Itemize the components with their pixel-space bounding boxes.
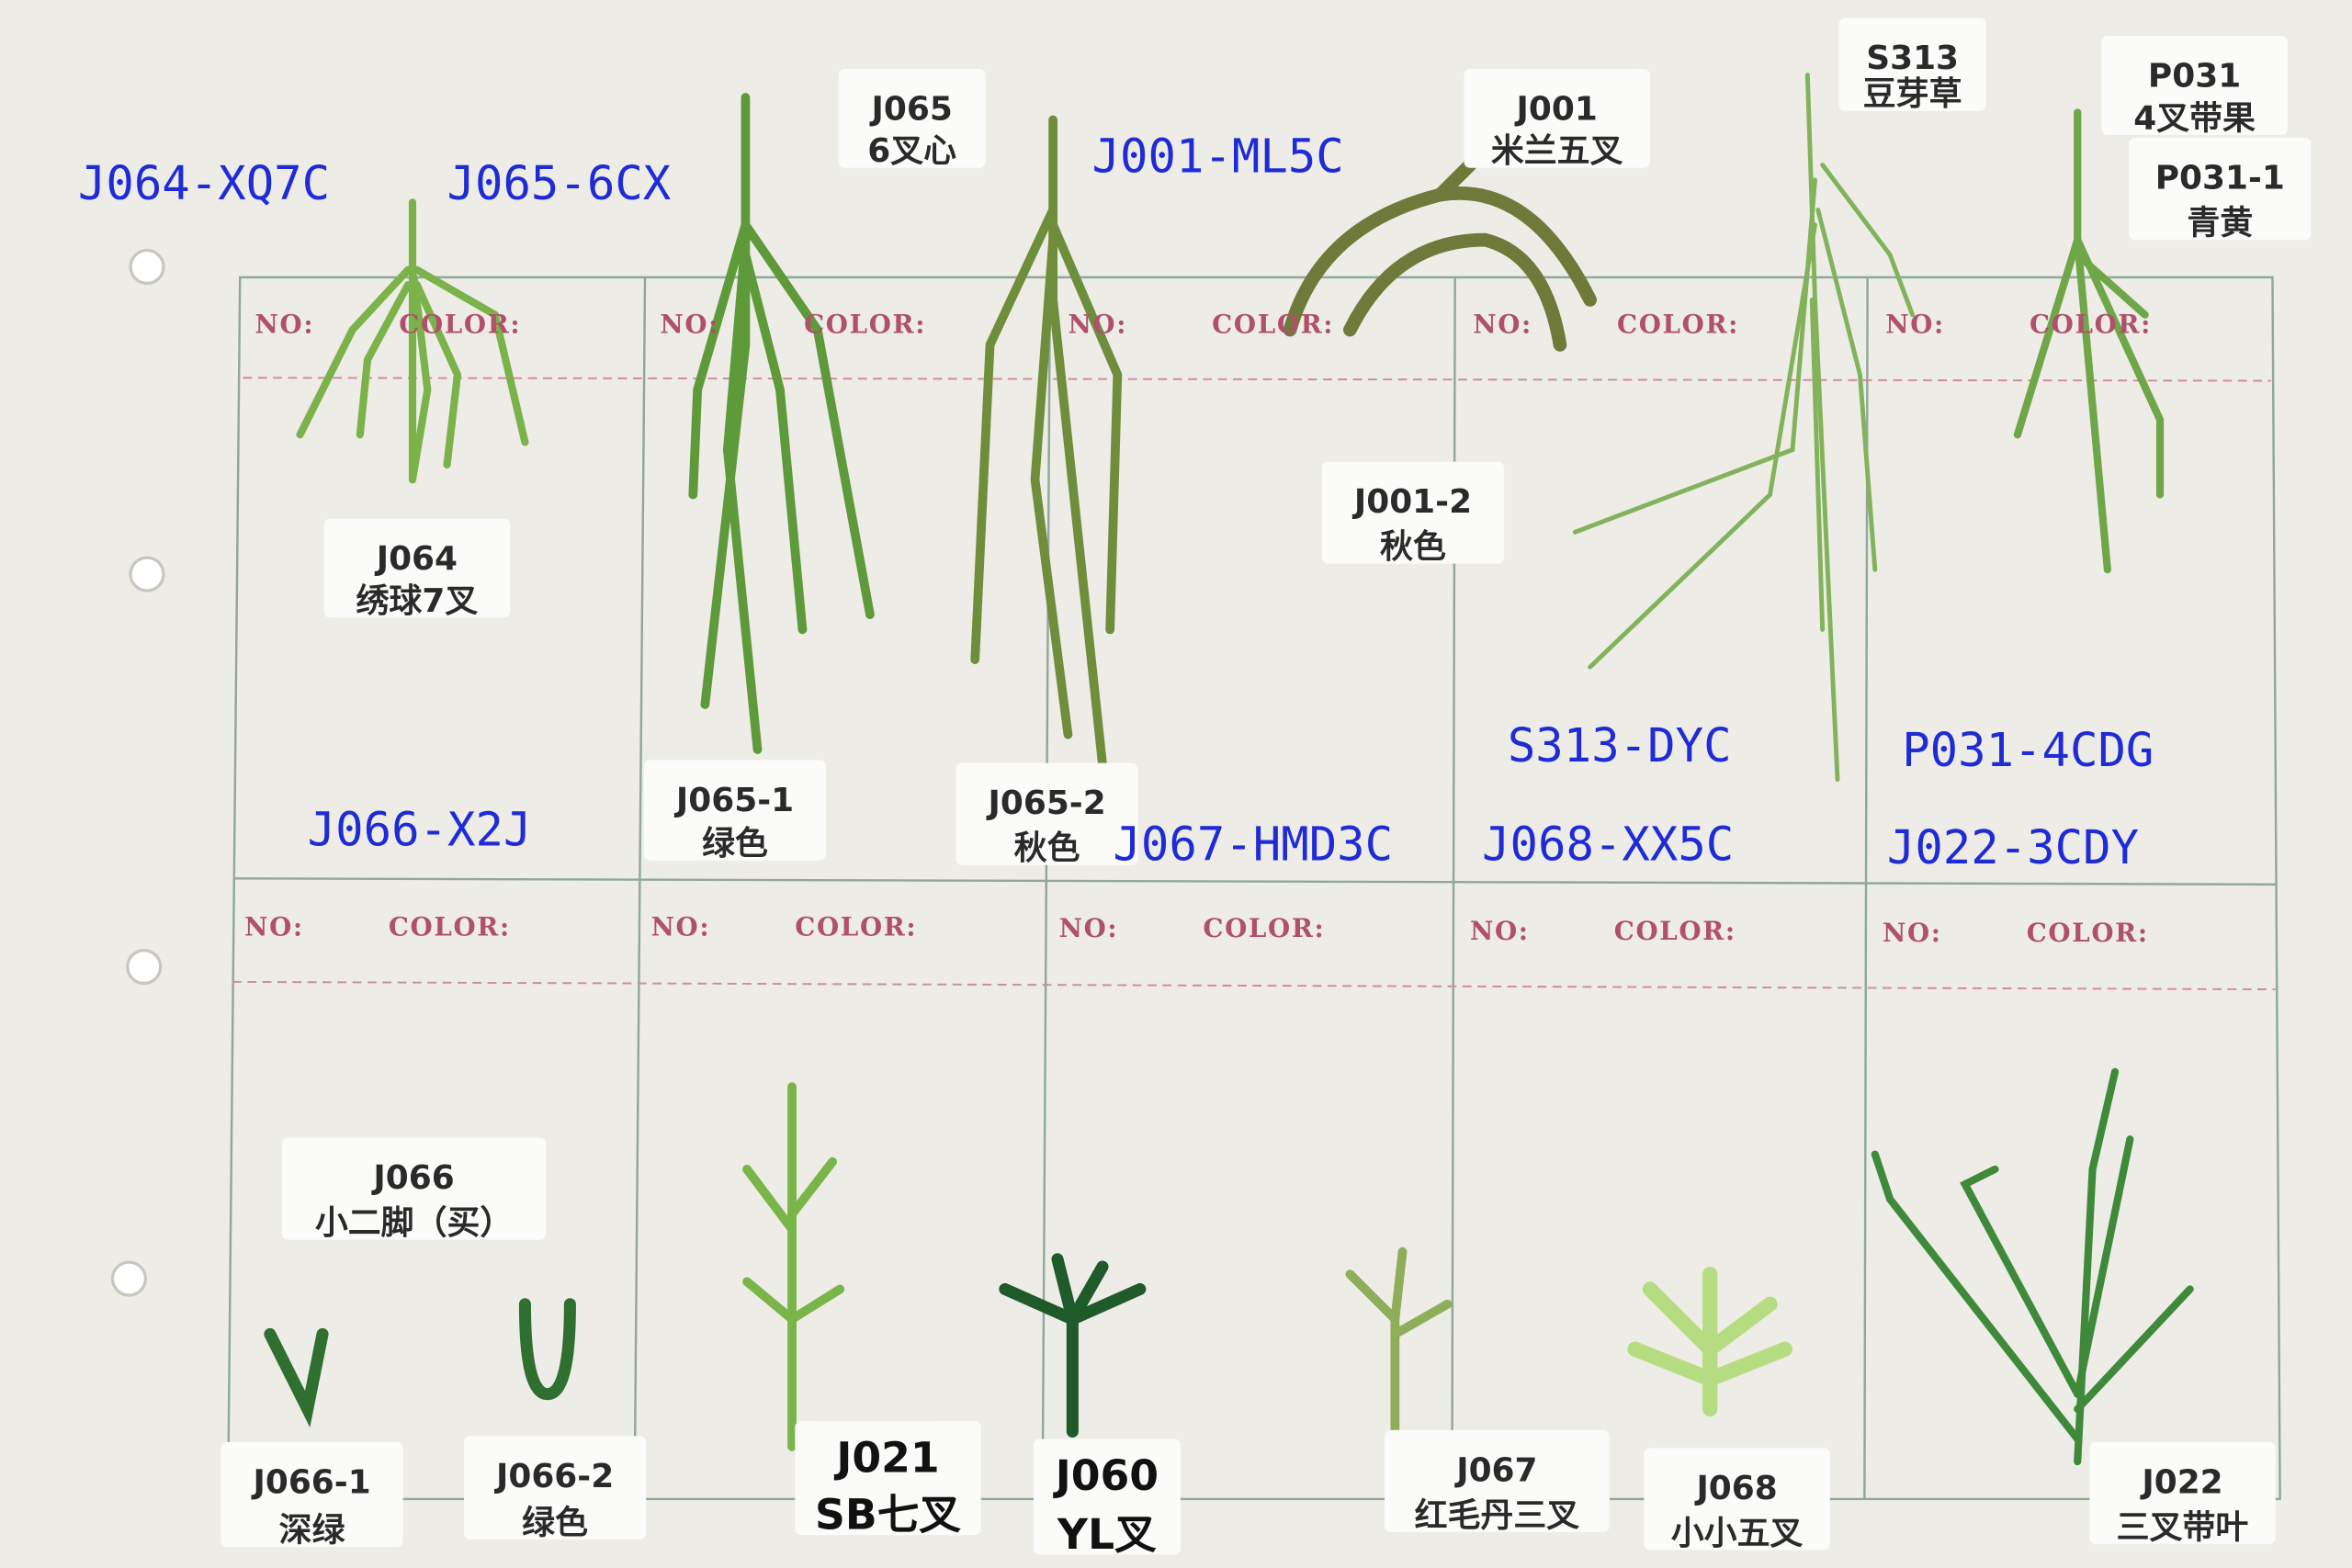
- tag-code: J065-1: [673, 782, 794, 819]
- tag-card: [1321, 461, 1505, 564]
- tag-code: J068: [1693, 1470, 1777, 1507]
- tag-name: 小二脚（买）: [315, 1204, 514, 1242]
- tag-code: J066: [370, 1159, 454, 1197]
- sku-label: P031-4CDG: [1902, 723, 2154, 777]
- tag-code: J001-2: [1351, 483, 1472, 521]
- tag-card: [2129, 138, 2312, 241]
- tag-card: [2089, 1441, 2276, 1544]
- cell-headers: NO: COLOR: NO: COLOR: NO: COLOR: NO: COLOR: NO: C…: [244, 309, 2152, 948]
- tag-code: J064: [374, 540, 458, 578]
- color-label: COLOR:: [389, 911, 511, 942]
- no-label: NO:: [651, 911, 711, 942]
- tag-name: 小小五叉: [1671, 1515, 1804, 1552]
- tag-card: [281, 1137, 547, 1240]
- tag-card: [1384, 1429, 1610, 1532]
- tag-code: J065-2: [985, 784, 1105, 822]
- tag-code: J060: [1053, 1451, 1159, 1500]
- blue-labels: J064-XQ7C J065-6CX J001-ML5C S313-DYC P031-4…: [78, 130, 2154, 874]
- color-label: COLOR:: [804, 309, 926, 339]
- no-label: NO:: [660, 309, 719, 339]
- tag-card: [463, 1436, 647, 1540]
- tag-code: J065: [868, 91, 952, 129]
- color-label: COLOR:: [1203, 913, 1325, 943]
- tag-name: 秋色: [1380, 528, 1446, 566]
- no-label: NO:: [1883, 918, 1942, 948]
- no-label: NO:: [1473, 309, 1532, 339]
- sku-label: J064-XQ7C: [78, 156, 330, 210]
- tag-code: J067: [1453, 1451, 1537, 1489]
- tag-name: YL叉: [1057, 1510, 1157, 1559]
- color-label: COLOR:: [399, 309, 521, 339]
- tag-card: [838, 69, 986, 168]
- tag-code: J066-1: [250, 1463, 370, 1501]
- sku-label: J022-3CDY: [1887, 820, 2139, 874]
- no-label: NO:: [1059, 913, 1119, 943]
- tag-name: 豆芽草: [1863, 75, 1962, 113]
- color-label: COLOR:: [1614, 916, 1736, 946]
- tag-name: 青黄: [2187, 205, 2253, 243]
- tag-name: 三叉带叶: [2117, 1508, 2249, 1546]
- tag-name: 绿色: [522, 1504, 588, 1541]
- tag-card: [956, 762, 1138, 865]
- tag-card: [643, 760, 827, 861]
- tag-code: J021: [833, 1434, 939, 1483]
- color-label: COLOR:: [1617, 309, 1739, 339]
- tag-card: [2101, 36, 2288, 135]
- tag-card: [795, 1421, 981, 1536]
- tag-code: J022: [2139, 1463, 2222, 1501]
- tag-name: 绿色: [702, 825, 768, 863]
- tag-name: 绣球7叉: [356, 582, 479, 620]
- sku-label: J068-XX5C: [1482, 818, 1734, 872]
- tag-name: 6叉心: [867, 132, 956, 170]
- sku-label: J065-6CX: [447, 156, 672, 210]
- no-label: NO:: [1885, 309, 1945, 339]
- color-label: COLOR:: [1212, 309, 1334, 339]
- tag-name: 深绿: [279, 1512, 345, 1550]
- tag-card: [1464, 69, 1650, 168]
- no-label: NO:: [1470, 916, 1530, 946]
- tag-card: [1033, 1438, 1181, 1555]
- tag-name: 红毛丹三叉: [1415, 1496, 1580, 1534]
- sku-label: J066-X2J: [308, 802, 532, 856]
- sku-label: S313-DYC: [1508, 718, 1732, 773]
- tag-name: 4叉带果: [2133, 99, 2256, 137]
- grid-frame: [226, 276, 2281, 1501]
- sku-label: J001-ML5C: [1092, 130, 1344, 184]
- color-label: COLOR:: [795, 911, 917, 942]
- tag-code: J001: [1514, 91, 1598, 129]
- tag-card: [220, 1441, 403, 1548]
- tag-card: [1644, 1448, 1830, 1551]
- tag-name: 米兰五叉: [1491, 132, 1623, 170]
- no-label: NO:: [255, 309, 315, 339]
- sku-label: J067-HMD3C: [1113, 818, 1393, 872]
- tag-card: [323, 518, 511, 618]
- no-label: NO:: [244, 911, 304, 942]
- color-label: COLOR:: [2030, 309, 2152, 339]
- dashed-lines: [232, 377, 2276, 991]
- no-label: NO:: [1068, 309, 1127, 339]
- plants: [264, 73, 2194, 1466]
- color-label: COLOR:: [2027, 918, 2149, 948]
- tag-name: 秋色: [1014, 829, 1080, 867]
- tag-code: P031-1: [2155, 160, 2285, 197]
- punch-holes: [110, 248, 165, 1297]
- tag-code: P031: [2148, 58, 2241, 96]
- tag-code: J066-2: [493, 1458, 614, 1495]
- tag-code: S313: [1866, 39, 1959, 77]
- tag-card: [1838, 17, 1986, 111]
- tag-name: SB七叉: [815, 1491, 961, 1540]
